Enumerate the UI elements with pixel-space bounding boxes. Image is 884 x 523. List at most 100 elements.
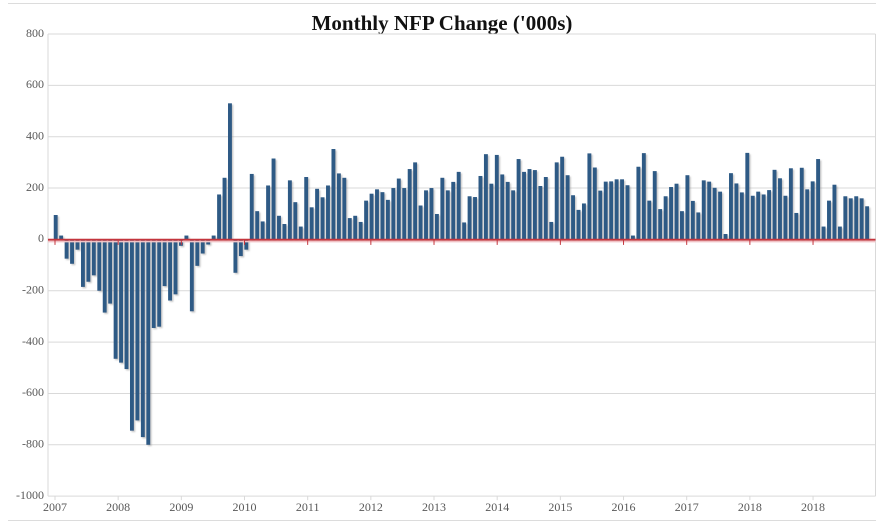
bar [788, 168, 793, 240]
x-tick-label: 2013 [422, 500, 446, 514]
bar [70, 239, 74, 264]
bar [157, 239, 162, 327]
bar [222, 177, 227, 240]
bar [440, 177, 445, 240]
bar [113, 239, 118, 359]
bar [255, 211, 260, 240]
bar [821, 226, 826, 240]
bar [778, 178, 782, 240]
bar [522, 171, 526, 240]
bar [478, 175, 483, 240]
bar [723, 234, 728, 240]
bar [663, 196, 668, 240]
bar [124, 239, 129, 370]
y-tick-label: 200 [26, 180, 44, 194]
y-tick-label: 0 [38, 231, 44, 245]
bar [424, 190, 428, 240]
bar [729, 173, 733, 240]
bar [260, 221, 265, 240]
bar [859, 198, 864, 240]
x-tick-label: 2008 [106, 500, 130, 514]
x-tick-label: 2010 [233, 500, 257, 514]
bar [217, 194, 222, 240]
bar [739, 192, 744, 240]
bar [413, 162, 418, 240]
bar [554, 162, 559, 240]
bar [282, 224, 287, 240]
x-tick-label: 2011 [296, 500, 320, 514]
bar [195, 239, 200, 266]
bar [407, 169, 412, 240]
bar [53, 215, 58, 240]
bar [756, 191, 761, 240]
bar [494, 154, 499, 240]
bar [620, 179, 624, 240]
x-tick-label: 2018 [738, 500, 762, 514]
bar [489, 183, 494, 240]
bar [549, 221, 554, 240]
bar [320, 197, 325, 240]
bar [59, 235, 64, 240]
bar [674, 183, 679, 240]
bar [315, 188, 320, 240]
bar [358, 221, 363, 240]
bar [445, 190, 450, 240]
bar [271, 158, 276, 240]
bar [238, 239, 243, 257]
bar [767, 190, 772, 240]
bar [810, 181, 815, 240]
bar [827, 200, 831, 240]
bar [641, 153, 646, 240]
bar [783, 195, 788, 240]
axis-lines [47, 34, 876, 501]
y-tick-label: 600 [26, 77, 44, 91]
bar [603, 181, 608, 240]
bar [353, 215, 358, 240]
bar [64, 239, 69, 259]
bar [832, 184, 837, 240]
bar [233, 239, 238, 273]
bar [391, 188, 396, 240]
top-border-line [8, 3, 876, 4]
bar [680, 211, 684, 240]
x-tick-label: 2017 [675, 500, 699, 514]
bar [685, 175, 690, 240]
bar [669, 187, 674, 240]
bar [500, 174, 505, 240]
bar [102, 239, 107, 313]
y-tick-label: -400 [22, 334, 44, 348]
bar [625, 185, 630, 240]
bar [249, 173, 254, 240]
bar [647, 200, 652, 240]
bar [532, 170, 537, 240]
bar [108, 239, 113, 304]
bar [505, 181, 510, 240]
bar [375, 189, 379, 240]
bar [364, 200, 369, 240]
bar [293, 202, 298, 240]
bar [794, 212, 799, 240]
y-tick-label: -200 [22, 283, 44, 297]
bar [140, 239, 145, 438]
bar [696, 212, 701, 240]
bar [587, 153, 592, 240]
bar [598, 190, 603, 240]
bar [380, 192, 385, 240]
bar [97, 239, 102, 291]
bar [772, 169, 777, 240]
bar [162, 239, 167, 287]
bar [168, 239, 173, 301]
x-tick-label: 2007 [43, 500, 67, 514]
bar [707, 181, 712, 240]
bar [211, 235, 216, 240]
bar [467, 196, 472, 240]
bar [854, 196, 859, 240]
bar [342, 177, 347, 240]
bar [184, 235, 189, 240]
bar [277, 215, 281, 240]
y-tick-label: 800 [26, 26, 44, 40]
bar [734, 183, 739, 240]
bar [805, 189, 810, 240]
bar [750, 195, 755, 240]
